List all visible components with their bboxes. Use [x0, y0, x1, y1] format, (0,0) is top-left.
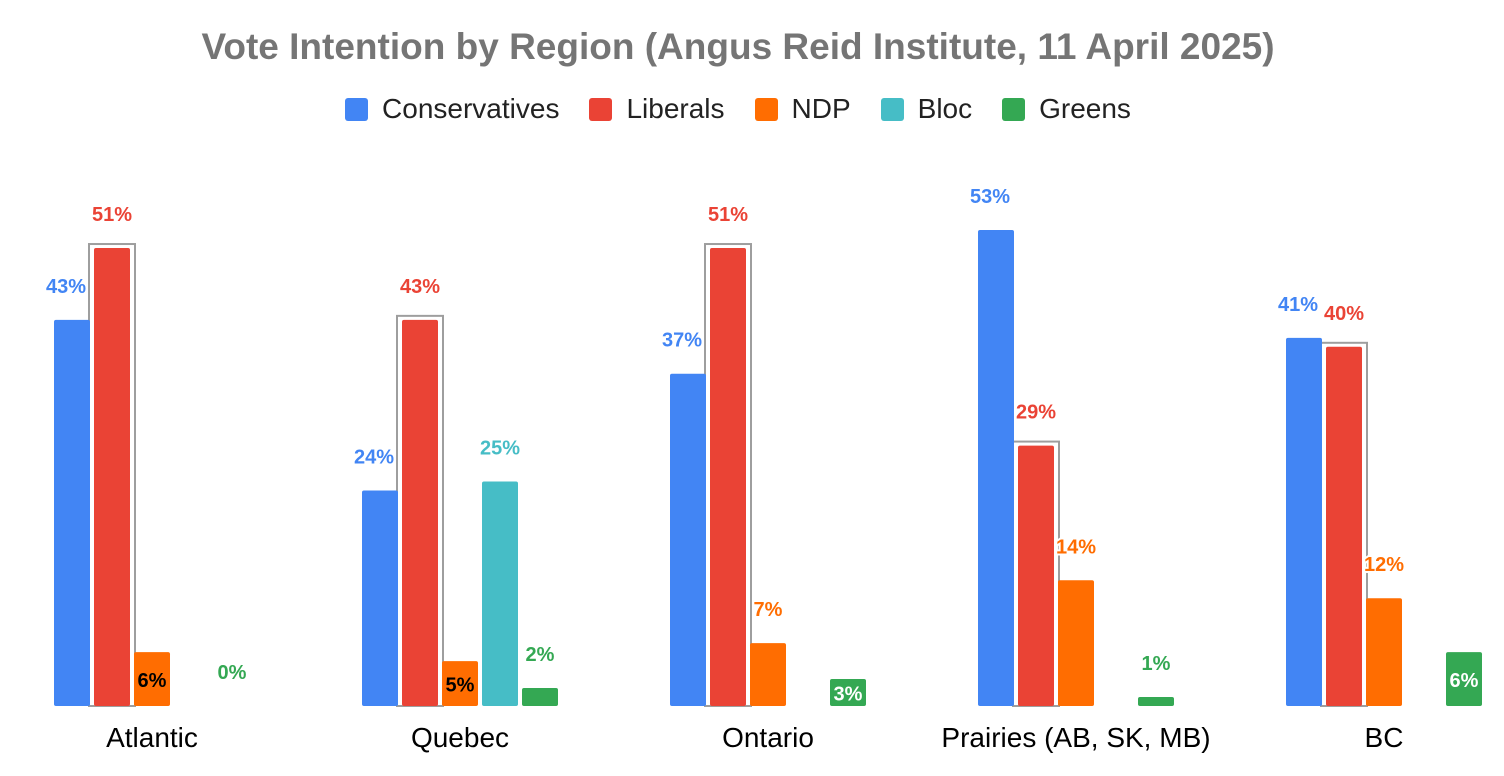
- data-label-greens-atlantic: 0%: [218, 662, 247, 684]
- x-tick-label-prairies-ab-sk-mb: Prairies (AB, SK, MB): [941, 722, 1210, 753]
- bar-conservatives-bc: [1286, 337, 1322, 706]
- bar-greens-prairies-ab-sk-mb: [1138, 697, 1174, 706]
- x-tick-label-ontario: Ontario: [722, 722, 814, 753]
- data-label-liberals-bc: 40%: [1324, 303, 1364, 325]
- legend-label-bloc: Bloc: [917, 93, 973, 124]
- legend-item-greens[interactable]: Greens: [1002, 93, 1131, 125]
- bar-conservatives-atlantic: [54, 319, 90, 706]
- data-label-greens-ontario: 3%: [834, 684, 863, 706]
- data-label-greens-prairies-ab-sk-mb: 1%: [1142, 653, 1171, 675]
- legend-swatch-conservatives: [345, 97, 369, 121]
- data-label-bloc-quebec: 25%: [480, 438, 520, 460]
- bar-liberals-bc: [1326, 346, 1362, 706]
- legend-label-liberals: Liberals: [626, 93, 725, 124]
- legend-item-ndp[interactable]: NDP: [754, 93, 851, 125]
- legend-swatch-greens: [1002, 97, 1026, 121]
- legend-item-bloc[interactable]: Bloc: [880, 93, 973, 125]
- chart-title: Vote Intention by Region (Angus Reid Ins…: [201, 26, 1275, 67]
- data-label-greens-quebec: 2%: [526, 644, 555, 666]
- bar-greens-ontario: [830, 679, 866, 706]
- bar-ndp-ontario: [750, 643, 786, 706]
- data-label-liberals-quebec: 43%: [400, 276, 440, 298]
- bar-conservatives-quebec: [362, 490, 398, 706]
- data-label-greens-bc: 6%: [1450, 670, 1479, 692]
- bar-liberals-atlantic: [94, 248, 130, 706]
- data-label-conservatives-atlantic: 43%: [46, 276, 86, 298]
- bar-liberals-quebec: [402, 319, 438, 706]
- bar-ndp-atlantic: [134, 652, 170, 706]
- bar-conservatives-ontario: [670, 373, 706, 706]
- bar-ndp-bc: [1366, 598, 1402, 706]
- legend-label-conservatives: Conservatives: [382, 93, 560, 124]
- data-label-liberals-atlantic: 51%: [92, 204, 132, 226]
- data-label-ndp-atlantic: 6%: [138, 670, 167, 692]
- data-label-ndp-bc: 12%: [1364, 554, 1404, 576]
- data-label-liberals-prairies-ab-sk-mb: 29%: [1016, 402, 1056, 424]
- legend-item-conservatives[interactable]: Conservatives: [345, 93, 559, 125]
- data-label-ndp-prairies-ab-sk-mb: 14%: [1056, 536, 1096, 558]
- data-label-ndp-quebec: 5%: [446, 675, 475, 697]
- bar-bloc-quebec: [482, 481, 518, 706]
- bar-liberals-ontario: [710, 248, 746, 706]
- bar-conservatives-prairies-ab-sk-mb: [978, 230, 1014, 706]
- legend-swatch-ndp: [754, 97, 778, 121]
- legend-label-ndp: NDP: [791, 93, 851, 124]
- data-label-liberals-ontario: 51%: [708, 204, 748, 226]
- legend-swatch-bloc: [880, 97, 904, 121]
- x-tick-label-quebec: Quebec: [411, 722, 509, 753]
- bar-ndp-prairies-ab-sk-mb: [1058, 580, 1094, 706]
- data-label-ndp-ontario: 7%: [754, 599, 783, 621]
- data-label-conservatives-bc: 41%: [1278, 294, 1318, 316]
- bar-ndp-quebec: [442, 661, 478, 706]
- data-label-conservatives-quebec: 24%: [354, 446, 394, 468]
- legend-label-greens: Greens: [1039, 93, 1131, 124]
- bar-greens-quebec: [522, 688, 558, 706]
- data-label-conservatives-ontario: 37%: [662, 330, 702, 352]
- bar-liberals-prairies-ab-sk-mb: [1018, 445, 1054, 706]
- data-label-conservatives-prairies-ab-sk-mb: 53%: [970, 186, 1010, 208]
- chart-legend: Conservatives Liberals NDP Bloc Greens: [0, 93, 1476, 125]
- bar-greens-bc: [1446, 652, 1482, 706]
- x-tick-label-bc: BC: [1365, 722, 1404, 753]
- legend-swatch-liberals: [589, 97, 613, 121]
- x-tick-label-atlantic: Atlantic: [106, 722, 198, 753]
- legend-item-liberals[interactable]: Liberals: [589, 93, 725, 125]
